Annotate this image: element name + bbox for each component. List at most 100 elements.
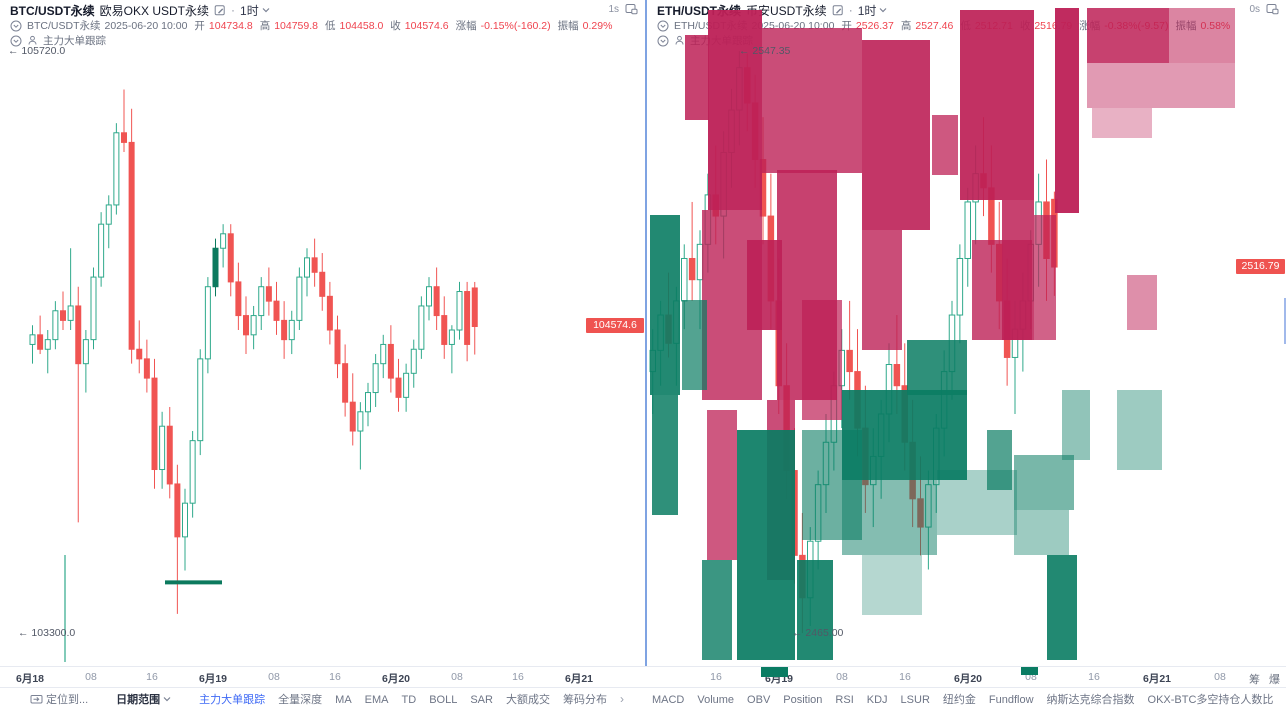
btc-candlestick-chart[interactable]: [0, 0, 585, 666]
chart-row: BTC/USDT永续 欧易OKX USDT永续 · 1时: [0, 0, 1286, 666]
btc-time-label: 6月18: [15, 673, 45, 685]
eth-symbol-title[interactable]: ETH/USDT永续: [657, 3, 742, 18]
eth-legend-field: -0.38%(-9.57): [1104, 20, 1169, 32]
eth-time-label: 16: [1088, 671, 1100, 683]
chevron-down-icon: [262, 7, 270, 13]
eth-legend-field: 振幅: [1175, 20, 1197, 32]
btc-chart-pane[interactable]: BTC/USDT永续 欧易OKX USDT永续 · 1时: [0, 0, 645, 666]
eth-chart-pane[interactable]: ETH/USDT永续 币安USDT永续 · 1时: [645, 0, 1286, 666]
order-block-strip: [761, 667, 788, 677]
sub-indicator-item[interactable]: 纽约金: [942, 693, 976, 706]
eth-pane-header: ETH/USDT永续 币安USDT永续 · 1时: [657, 2, 1234, 48]
tracker-person-icon: [27, 35, 38, 46]
eth-legend-field: 低: [960, 20, 971, 32]
sub-indicator-item[interactable]: Position: [783, 693, 823, 706]
date-range-button[interactable]: 日期范围: [116, 691, 171, 707]
eth-time-label: 6月21: [1142, 673, 1172, 685]
chips-button[interactable]: 筹: [1249, 674, 1260, 686]
eth-legend-field: 2512.71: [974, 20, 1013, 32]
collapse-circle-icon[interactable]: [657, 20, 669, 32]
snapshot-icon[interactable]: [625, 3, 638, 15]
order-block-strip: [1021, 667, 1038, 675]
chart-indicator-item[interactable]: MA: [335, 693, 352, 706]
btc-symbol-title[interactable]: BTC/USDT永续: [10, 3, 95, 18]
eth-legend-field: 2025-06-20 10:00: [751, 20, 835, 32]
btc-venue-label: 欧易OKX USDT永续: [99, 3, 210, 18]
separator-dot: ·: [231, 3, 236, 17]
liquidation-button[interactable]: 爆: [1269, 674, 1280, 686]
chart-indicator-item[interactable]: BOLL: [429, 693, 458, 706]
eth-legend-field: 2527.46: [915, 20, 954, 32]
btc-time-label: 16: [512, 671, 524, 683]
btc-latency-value: 1s: [608, 3, 619, 15]
tracker-person-icon: [674, 35, 685, 46]
btc-legend-field: 收: [390, 20, 401, 32]
btc-time-label: 08: [85, 671, 97, 683]
eth-interval-select[interactable]: 1时: [858, 2, 888, 19]
eth-time-label: 16: [710, 671, 722, 683]
sub-indicator-item[interactable]: OKX-BTC多空持仓人数比: [1147, 693, 1274, 706]
eth-candlestick-chart[interactable]: [647, 0, 1237, 666]
collapse-circle-icon[interactable]: [10, 20, 22, 32]
locate-button[interactable]: 定位到...: [30, 691, 88, 707]
more-chart-indicators-chevron[interactable]: ›: [619, 691, 624, 706]
btc-legend-field: -0.15%(-160.2): [480, 20, 551, 32]
btc-time-label: 08: [268, 671, 280, 683]
bottom-toolbar: 定位到... 日期范围 主力大单跟踪 全量深度 MA EMA TD BOLL SAR 大额成交…: [0, 687, 1286, 709]
eth-time-label: 08: [1025, 671, 1037, 683]
btc-pane-header: BTC/USDT永续 欧易OKX USDT永续 · 1时: [10, 2, 616, 48]
sub-indicator-item[interactable]: LSUR: [900, 693, 930, 706]
chart-indicator-item[interactable]: EMA: [364, 693, 389, 706]
eth-time-label: 16: [899, 671, 911, 683]
btc-last-price-badge: 104574.6: [586, 318, 644, 334]
eth-price-line-label: 2547.35: [739, 45, 790, 57]
sub-indicator-item[interactable]: KDJ: [866, 693, 888, 706]
btc-ohlc-legend: BTC/USDT永续 2025-06-20 10:00 开 104734.8 高 1047…: [10, 18, 616, 33]
btc-time-label: 16: [146, 671, 158, 683]
eth-time-label: 08: [836, 671, 848, 683]
btc-legend-field: 104734.8: [208, 20, 253, 32]
collapse-circle-icon[interactable]: [657, 35, 669, 47]
btc-legend-field: 低: [325, 20, 336, 32]
btc-legend-field: 振幅: [557, 20, 579, 32]
chart-indicator-item[interactable]: TD: [401, 693, 417, 706]
chart-indicator-item[interactable]: 主力大单跟踪: [199, 693, 266, 706]
btc-legend-field: 2025-06-20 10:00: [104, 20, 188, 32]
chart-indicator-item[interactable]: 大额成交: [505, 693, 550, 706]
btc-legend-field: 开: [194, 20, 205, 32]
sub-indicator-item[interactable]: 纳斯达克综合指数: [1046, 693, 1135, 706]
chart-indicator-item[interactable]: SAR: [470, 693, 493, 706]
eth-last-price-badge: 2516.79: [1236, 259, 1285, 275]
eth-price-line-label: 2465.00: [792, 627, 843, 639]
sub-indicator-item[interactable]: Fundflow: [988, 693, 1034, 706]
btc-time-label: 6月19: [198, 673, 228, 685]
eth-ohlc-legend: ETH/USDT永续 2025-06-20 10:00 开 2526.37 高 2527.…: [657, 18, 1234, 33]
edit-icon[interactable]: [832, 4, 844, 16]
axis-scroll-tick: [1284, 298, 1286, 344]
time-axis-row[interactable]: 筹 爆 6月18 08 16 6月19 08 16 6月20 08 16 6月21 16 6月19 08…: [0, 666, 1286, 687]
btc-legend-fields: BTC/USDT永续 2025-06-20 10:00 开 104734.8 高 1047…: [27, 18, 616, 33]
btc-indicator-legend: 主力大单跟踪: [10, 33, 616, 48]
snapshot-icon[interactable]: [1266, 3, 1279, 15]
btc-legend-field: 104574.6: [404, 20, 449, 32]
eth-legend-fields: ETH/USDT永续 2025-06-20 10:00 开 2526.37 高 2527.…: [674, 18, 1234, 33]
eth-legend-field: ETH/USDT永续: [674, 20, 748, 32]
sub-indicator-item[interactable]: MACD: [651, 693, 685, 706]
sub-indicator-item[interactable]: Volume: [697, 693, 735, 706]
sub-indicator-item[interactable]: RSI: [835, 693, 854, 706]
btc-interval-select[interactable]: 1时: [240, 2, 270, 19]
eth-legend-field: 高: [900, 20, 912, 32]
btc-tracker-label[interactable]: 主力大单跟踪: [43, 35, 106, 47]
chart-indicator-item[interactable]: 筹码分布: [562, 693, 607, 706]
sub-indicator-item[interactable]: OBV: [747, 693, 771, 706]
chart-indicator-item[interactable]: 全量深度: [278, 693, 323, 706]
eth-time-label: 08: [1214, 671, 1226, 683]
eth-legend-field: 开: [841, 20, 852, 32]
chevron-down-icon: [879, 7, 887, 13]
edit-icon[interactable]: [214, 4, 226, 16]
btc-legend-field: 104458.0: [339, 20, 384, 32]
eth-venue-label: 币安USDT永续: [746, 3, 827, 18]
eth-legend-field: 0.58%: [1200, 20, 1231, 32]
btc-legend-field: 涨幅: [455, 20, 477, 32]
